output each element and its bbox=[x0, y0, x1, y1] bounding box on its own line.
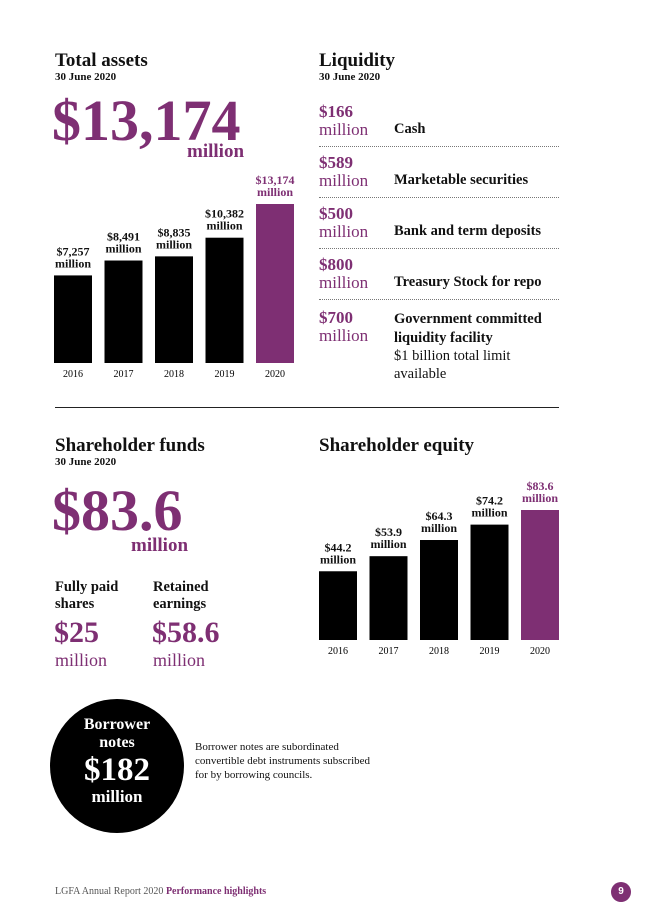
part-unit: million bbox=[153, 650, 206, 670]
value-label: $10,382 million bbox=[205, 207, 244, 233]
x-tick-label: 2016 bbox=[328, 646, 348, 657]
notes-amount: $182 bbox=[84, 752, 150, 788]
x-tick-label: 2020 bbox=[530, 646, 550, 657]
liquidity-unit: million bbox=[319, 273, 369, 292]
liquidity-amount: $166 bbox=[319, 102, 353, 121]
bar bbox=[420, 540, 458, 640]
notes-title: Borrower notes bbox=[50, 716, 184, 752]
bar bbox=[470, 524, 509, 640]
footer-section: Performance highlights bbox=[165, 886, 267, 897]
divider bbox=[55, 407, 559, 408]
liquidity-unit: million bbox=[319, 222, 369, 241]
value-label: $74.2 million bbox=[471, 494, 507, 520]
value-label: $64.3 million bbox=[421, 509, 457, 535]
bar bbox=[256, 204, 294, 363]
bar bbox=[205, 237, 244, 363]
liquidity-unit: million bbox=[319, 120, 369, 139]
page-number: 9 bbox=[611, 882, 631, 902]
liquidity-label: Treasury Stock for repo bbox=[394, 274, 542, 290]
section-date: 30 June 2020 bbox=[55, 71, 117, 83]
bar bbox=[54, 275, 92, 363]
part-amount: $25 bbox=[54, 616, 99, 649]
notes-title-text: Borrower notes bbox=[83, 716, 151, 751]
value-label: $44.2 million bbox=[320, 540, 356, 566]
footer: LGFA Annual Report 2020 Performance high… bbox=[55, 886, 266, 897]
x-tick-label: 2016 bbox=[63, 369, 83, 380]
notes-description: Borrower notes are subordinated converti… bbox=[195, 741, 371, 781]
dotted-rule bbox=[319, 299, 559, 300]
headline-unit: million bbox=[187, 141, 245, 162]
x-tick-label: 2017 bbox=[114, 369, 134, 380]
liquidity-label: Government committed liquidity facility bbox=[394, 311, 542, 346]
dotted-rule bbox=[319, 146, 559, 147]
notes-unit: million bbox=[91, 787, 143, 806]
bar bbox=[369, 556, 408, 640]
value-label: $53.9 million bbox=[370, 525, 406, 551]
liquidity-unit: million bbox=[319, 171, 369, 190]
liquidity-amount: $589 bbox=[319, 153, 353, 172]
section-title: Total assets bbox=[55, 50, 148, 71]
section-title: Liquidity bbox=[319, 50, 396, 71]
value-label: $83.6 million bbox=[522, 479, 558, 505]
bar bbox=[155, 256, 193, 363]
footer-report: LGFA Annual Report 2020 bbox=[55, 886, 164, 897]
notes-circle bbox=[50, 699, 184, 833]
dotted-rule bbox=[319, 197, 559, 198]
liquidity-label: Marketable securities bbox=[394, 172, 529, 188]
liquidity-amount: $800 bbox=[319, 255, 353, 274]
value-label: $13,174 million bbox=[256, 173, 295, 199]
bar-chart: 2016 $7,257 million 2017 $8,491 million 2018 $8… bbox=[54, 173, 295, 380]
x-tick-label: 2018 bbox=[429, 646, 449, 657]
x-tick-label: 2020 bbox=[265, 369, 285, 380]
section-date: 30 June 2020 bbox=[55, 456, 117, 468]
bar-chart: 2016 $44.2 million 2017 $53.9 million 2018 $64.… bbox=[319, 479, 559, 657]
liquidity-label: Bank and term deposits bbox=[394, 223, 542, 239]
value-label: $7,257 million bbox=[55, 244, 91, 270]
liquidity-amount: $700 bbox=[319, 308, 353, 327]
part-label: Fully paid shares bbox=[55, 579, 119, 612]
x-tick-label: 2019 bbox=[215, 369, 235, 380]
bar bbox=[521, 510, 559, 640]
headline: $83.6 bbox=[52, 478, 183, 543]
part-label: Retained earnings bbox=[153, 579, 209, 612]
liquidity-unit: million bbox=[319, 326, 369, 345]
x-tick-label: 2018 bbox=[164, 369, 184, 380]
section-title: Shareholder equity bbox=[319, 435, 475, 456]
x-tick-label: 2019 bbox=[480, 646, 500, 657]
liquidity-amount: $500 bbox=[319, 204, 353, 223]
value-label: $8,835 million bbox=[156, 225, 192, 251]
bar bbox=[104, 260, 143, 363]
part-amount: $58.6 bbox=[152, 616, 220, 649]
headline-unit: million bbox=[131, 535, 189, 556]
part-unit: million bbox=[55, 650, 108, 670]
liquidity-note: $1 billion total limit available bbox=[394, 348, 511, 382]
x-tick-label: 2017 bbox=[379, 646, 399, 657]
section-title: Shareholder funds bbox=[55, 435, 205, 456]
section-date: 30 June 2020 bbox=[319, 71, 381, 83]
liquidity-label: Cash bbox=[394, 121, 426, 137]
dotted-rule bbox=[319, 248, 559, 249]
value-label: $8,491 million bbox=[105, 230, 141, 256]
bar bbox=[319, 571, 357, 640]
headline: $13,174 bbox=[52, 88, 241, 153]
